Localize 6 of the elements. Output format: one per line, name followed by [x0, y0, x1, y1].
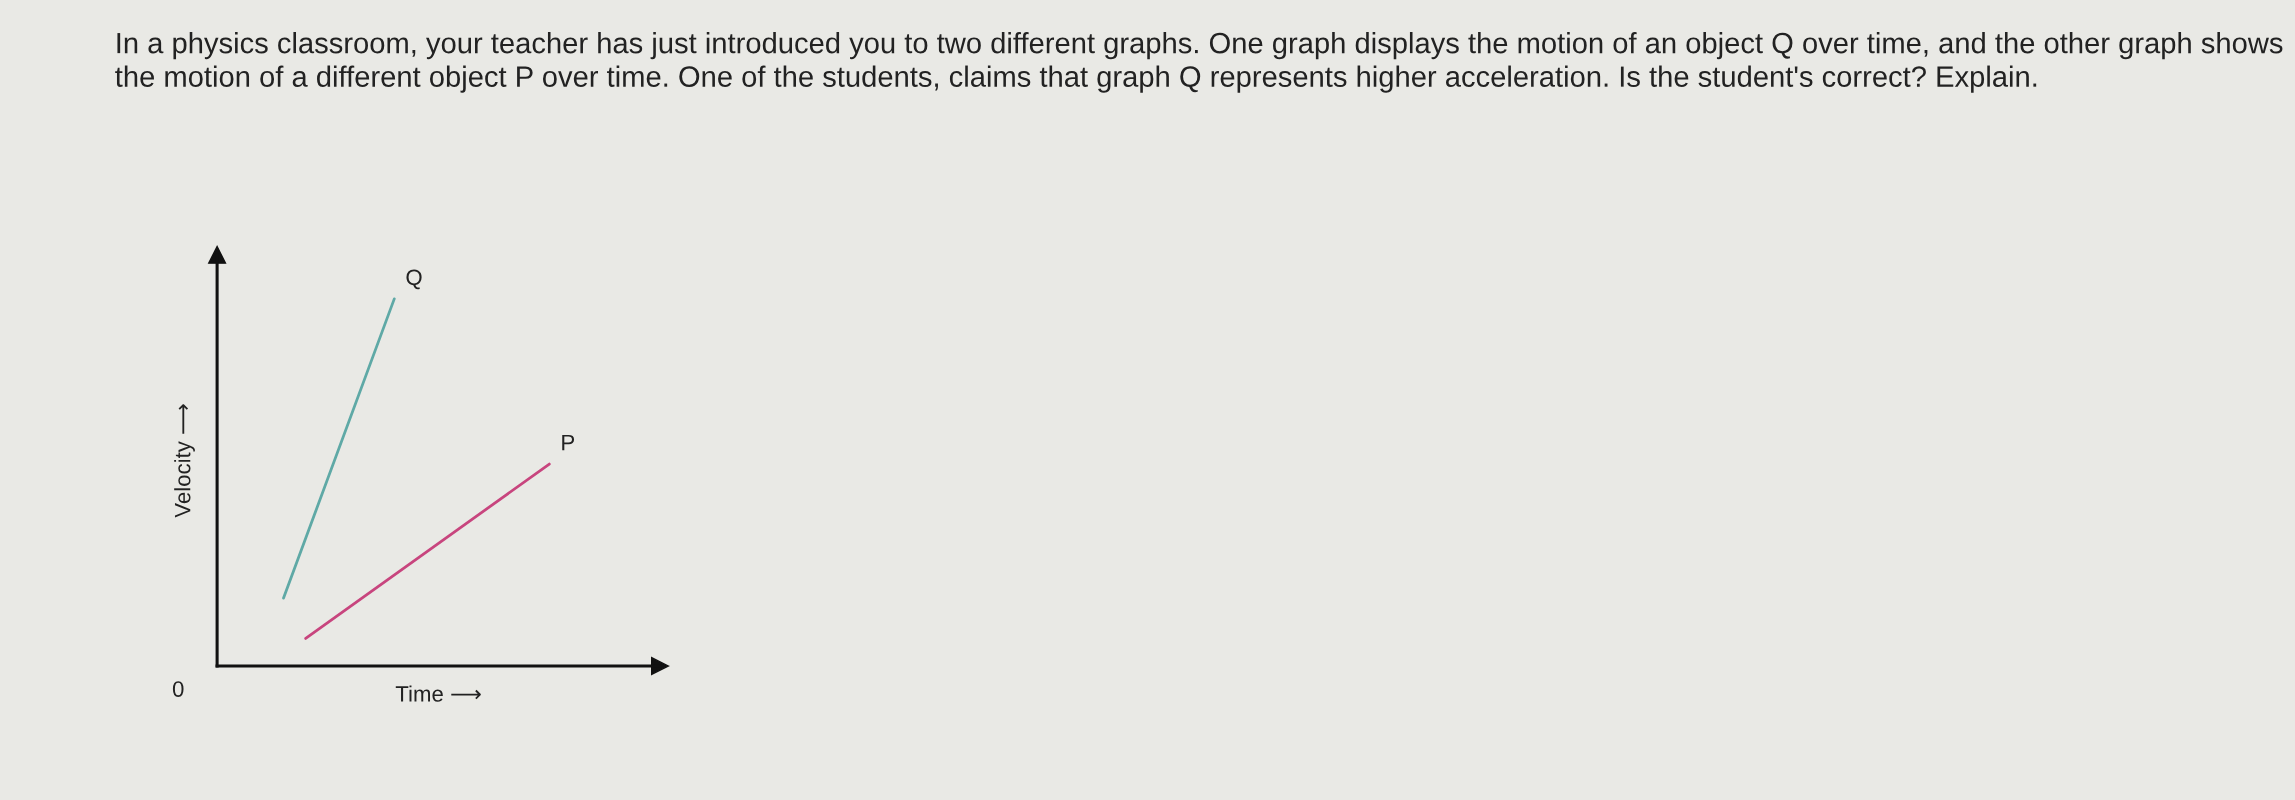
y-axis-title: Velocity ⟶	[174, 404, 195, 518]
series-label: Q	[406, 269, 422, 290]
text: In a physics classroom, your teacher has just introduced you to two different graphs. One graph displays the motion of an object Q over time, and the other graph shows the motion of a different object P over time. One of the students, claims that graph Q represents higher acceleration. Is the student's correct? Explain.	[115, 32, 2283, 93]
series-label: P	[562, 434, 575, 451]
x-axis-title: Time ⟶	[395, 685, 481, 702]
text: 0	[172, 681, 184, 697]
